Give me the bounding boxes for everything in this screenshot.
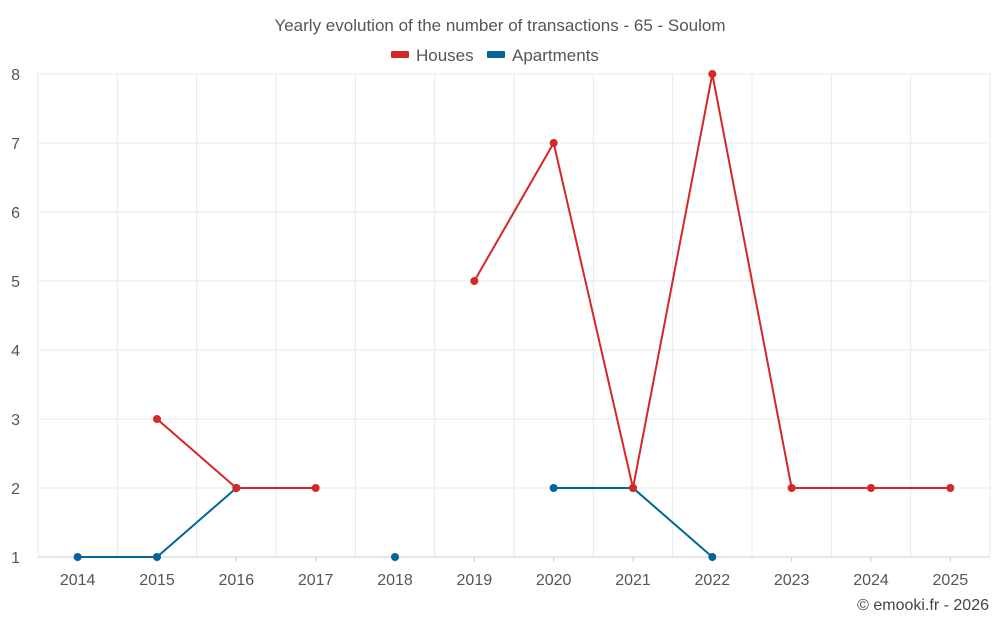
legend-label-houses: Houses xyxy=(416,46,474,65)
legend-label-apartments: Apartments xyxy=(512,46,599,65)
legend-swatch-apartments xyxy=(487,51,505,58)
series-line-segment-houses xyxy=(473,142,555,282)
data-point-houses[interactable] xyxy=(708,70,717,78)
x-tick-label: 2016 xyxy=(219,572,255,589)
y-tick-label: 3 xyxy=(11,412,20,429)
data-point-houses[interactable] xyxy=(946,484,955,492)
data-point-houses[interactable] xyxy=(470,277,479,285)
data-point-houses[interactable] xyxy=(153,415,161,423)
y-tick-label: 8 xyxy=(11,67,20,84)
grid xyxy=(37,73,991,558)
data-point-apartments[interactable] xyxy=(153,553,161,561)
data-point-houses[interactable] xyxy=(867,484,875,492)
x-tick-label: 2015 xyxy=(139,572,175,589)
series-layer xyxy=(73,70,955,561)
x-tick-label: 2020 xyxy=(536,572,572,589)
y-tick-label: 5 xyxy=(11,274,20,291)
series-apartments xyxy=(73,484,717,561)
legend-item-apartments[interactable]: Apartments xyxy=(487,46,599,65)
series-line-segment-houses xyxy=(711,73,793,489)
x-tick-label: 2023 xyxy=(774,572,810,589)
x-tick-label: 2014 xyxy=(60,572,96,589)
series-line-segment-houses xyxy=(156,418,238,489)
x-tick-label: 2021 xyxy=(615,572,651,589)
series-line-segment-apartments xyxy=(632,487,714,558)
x-tick-label: 2017 xyxy=(298,572,334,589)
y-axis: 1 2 3 4 5 6 7 8 xyxy=(11,67,20,567)
x-axis: 2014 2015 2016 2017 2018 2019 2020 2021 2022 2023… xyxy=(60,557,968,589)
data-point-apartments[interactable] xyxy=(391,553,399,561)
data-point-houses[interactable] xyxy=(311,484,320,492)
series-line-segment-apartments xyxy=(156,487,238,558)
y-tick-label: 7 xyxy=(11,136,20,153)
series-line-segment-houses xyxy=(632,73,714,489)
x-tick-label: 2025 xyxy=(933,572,969,589)
chart-title: Yearly evolution of the number of transa… xyxy=(274,16,725,35)
x-tick-label: 2024 xyxy=(853,572,889,589)
x-tick-label: 2022 xyxy=(695,572,731,589)
data-point-apartments[interactable] xyxy=(708,553,717,561)
series-houses xyxy=(153,70,955,492)
legend-item-houses[interactable]: Houses xyxy=(391,46,474,65)
data-point-houses[interactable] xyxy=(549,139,558,147)
credit-text: © emooki.fr - 2026 xyxy=(857,597,989,614)
data-point-apartments[interactable] xyxy=(73,553,82,561)
series-line-segment-houses xyxy=(552,142,634,489)
y-tick-label: 2 xyxy=(11,481,20,498)
legend[interactable]: Houses Apartments xyxy=(391,46,599,65)
data-point-houses[interactable] xyxy=(787,484,796,492)
data-point-houses[interactable] xyxy=(232,484,241,492)
legend-swatch-houses xyxy=(391,51,409,58)
x-tick-label: 2018 xyxy=(377,572,413,589)
x-tick-label: 2019 xyxy=(457,572,493,589)
data-point-houses[interactable] xyxy=(629,484,637,492)
y-tick-label: 1 xyxy=(11,550,20,567)
y-tick-label: 6 xyxy=(11,205,20,222)
data-point-apartments[interactable] xyxy=(549,484,558,492)
y-tick-label: 4 xyxy=(11,343,20,360)
